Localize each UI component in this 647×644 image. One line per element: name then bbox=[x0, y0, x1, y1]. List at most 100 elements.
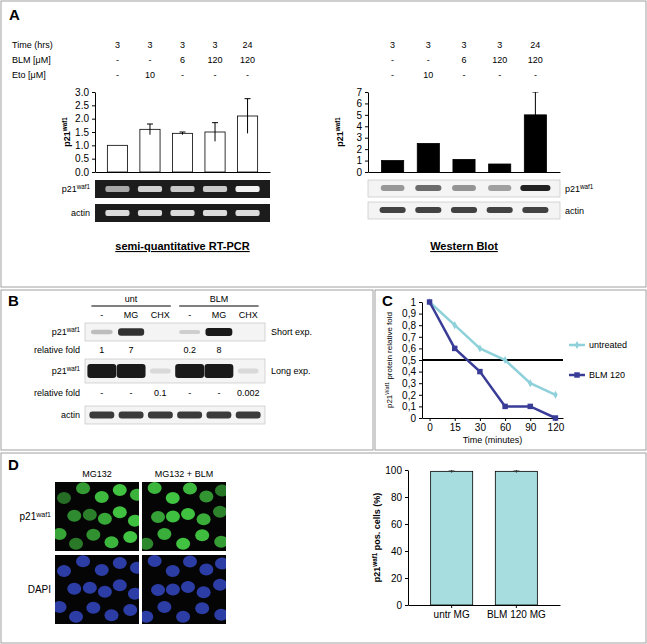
tick: 0,9 bbox=[402, 308, 422, 319]
tick: 30 bbox=[475, 418, 487, 433]
tick-label: 100 bbox=[385, 465, 402, 476]
superscript: waf1 bbox=[61, 117, 68, 132]
tick-mark bbox=[419, 302, 422, 303]
row-label: relative fold bbox=[34, 388, 80, 398]
bar bbox=[107, 145, 127, 172]
blot-band bbox=[177, 412, 202, 419]
tick-mark bbox=[419, 360, 422, 361]
row-label: actin bbox=[61, 410, 80, 420]
tick-mark bbox=[430, 418, 431, 421]
tick-label: 0,8 bbox=[402, 320, 416, 331]
tick-label: 0,1 bbox=[402, 401, 416, 412]
column-label: MG132 + BLM bbox=[155, 469, 213, 479]
nucleus bbox=[142, 611, 153, 623]
condition-value: 120 bbox=[240, 55, 255, 65]
gel-background bbox=[95, 204, 270, 222]
tick: 5 bbox=[356, 110, 368, 121]
lane-label: - bbox=[100, 310, 103, 320]
blot-band bbox=[117, 364, 146, 378]
tick-label: 0 bbox=[356, 167, 362, 178]
marker bbox=[477, 369, 482, 374]
condition-value: 6 bbox=[180, 55, 185, 65]
micrograph-background bbox=[142, 555, 226, 624]
tick: 80 bbox=[391, 492, 408, 503]
tick-label: 0,6 bbox=[402, 343, 416, 354]
condition-value: - bbox=[391, 55, 394, 65]
error-stem bbox=[535, 92, 536, 138]
legend-item: untreated bbox=[569, 340, 627, 350]
tick-mark bbox=[419, 395, 422, 396]
series-line bbox=[430, 302, 556, 418]
tick-mark bbox=[405, 524, 408, 525]
blot-background bbox=[368, 180, 560, 197]
tick-mark bbox=[451, 605, 452, 608]
row-label: relative fold bbox=[34, 345, 80, 355]
tick-mark bbox=[405, 605, 408, 606]
tick: 90 bbox=[525, 418, 537, 433]
superscript: waf1 bbox=[334, 117, 341, 132]
tick-label: 30 bbox=[475, 422, 487, 433]
tick: 1 bbox=[410, 297, 422, 308]
tick-label: 3 bbox=[356, 132, 362, 143]
tick-mark bbox=[530, 418, 531, 421]
plot-area bbox=[382, 92, 547, 172]
tick-mark bbox=[365, 115, 368, 116]
micrograph bbox=[55, 482, 139, 551]
marker bbox=[478, 344, 483, 352]
nucleus bbox=[98, 513, 112, 525]
tick: 0.0 bbox=[75, 167, 95, 178]
axis-title: p21waf1 bbox=[334, 117, 346, 147]
condition-label: BLM [μM] bbox=[12, 55, 51, 65]
tick: 20 bbox=[391, 573, 408, 584]
blot-band bbox=[179, 330, 200, 334]
nucleus bbox=[55, 601, 67, 613]
fold-value: - bbox=[100, 388, 103, 398]
nucleus bbox=[113, 579, 127, 591]
tick-label: 0,9 bbox=[402, 308, 416, 319]
nucleus bbox=[213, 506, 226, 518]
condition-value: 120 bbox=[528, 55, 543, 65]
nucleus bbox=[199, 564, 213, 576]
tick: 0,8 bbox=[402, 320, 422, 331]
tick-mark bbox=[419, 348, 422, 349]
tick-label: 6 bbox=[356, 98, 362, 109]
gel-band bbox=[170, 210, 194, 216]
condition-value: 24 bbox=[530, 40, 540, 50]
nucleus bbox=[195, 529, 209, 541]
axis-title: Time (minutes) bbox=[463, 435, 523, 445]
superscript: waf1 bbox=[371, 552, 378, 567]
marker bbox=[427, 299, 432, 304]
panel-frame bbox=[1, 453, 646, 643]
blot-band bbox=[150, 369, 171, 374]
row-label: actin bbox=[71, 208, 90, 218]
legend-marker bbox=[574, 372, 579, 377]
axis-line bbox=[408, 471, 409, 606]
group-label: unt bbox=[125, 294, 138, 304]
tick: 40 bbox=[391, 546, 408, 557]
nucleus bbox=[83, 509, 97, 521]
tick: 0,2 bbox=[402, 390, 422, 401]
tick: untr MG bbox=[434, 605, 470, 620]
fold-value: 0.002 bbox=[237, 388, 260, 398]
error-cap bbox=[245, 98, 251, 99]
row-label: p21waf1 bbox=[20, 510, 52, 522]
tick-mark bbox=[419, 383, 422, 384]
y-axis: 01234567 bbox=[356, 87, 368, 178]
condition-value: 3 bbox=[426, 40, 431, 50]
marker bbox=[553, 415, 558, 420]
tick-label: 0 bbox=[396, 600, 402, 611]
text-part: p21 bbox=[20, 511, 37, 522]
tick-label: 0 bbox=[410, 413, 416, 424]
gel-band bbox=[105, 186, 129, 192]
row-label: p21waf1 bbox=[62, 183, 91, 195]
tick-mark bbox=[516, 605, 517, 608]
text-part: protein relative fold bbox=[385, 312, 394, 382]
condition-value: - bbox=[116, 55, 119, 65]
lane-label: CHX bbox=[151, 310, 170, 320]
nucleus bbox=[148, 482, 162, 494]
fold-value: - bbox=[217, 388, 220, 398]
nucleus bbox=[215, 485, 226, 497]
tick: 3.0 bbox=[75, 87, 95, 98]
tick-mark bbox=[365, 161, 368, 162]
error-bar bbox=[212, 123, 218, 142]
